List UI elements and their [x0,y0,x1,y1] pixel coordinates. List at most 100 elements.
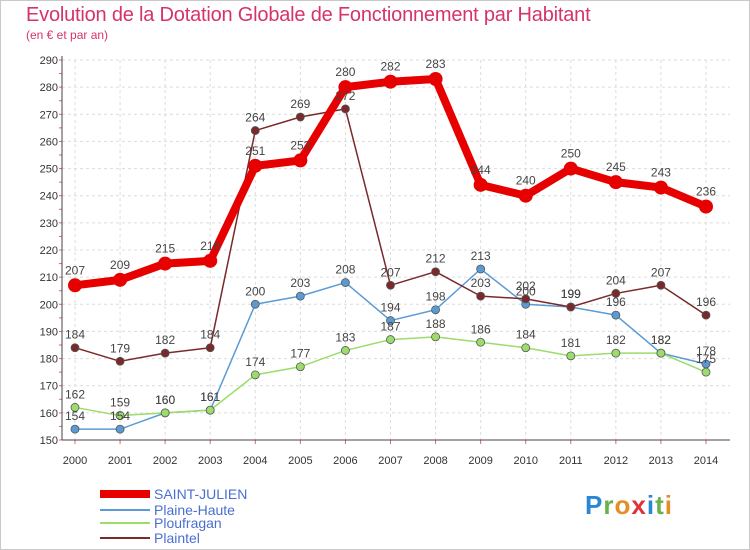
x-tick-label: 2005 [288,455,312,467]
data-label-saint-julien: 283 [426,57,446,71]
data-label-plaine-haute: 161 [200,390,220,404]
data-label-plaintel: 196 [696,295,716,309]
data-point-plaintel [656,280,666,290]
data-point-ploufragan [521,343,531,353]
data-label-plaintel: 179 [110,341,130,355]
data-point-plaintel [160,348,170,358]
logo-letter: o [614,490,632,520]
data-label-saint-julien: 253 [290,138,310,152]
data-label-saint-julien: 245 [606,160,626,174]
logo-letter: r [603,490,615,520]
data-point-saint-julien [653,180,668,195]
data-label-plaintel: 269 [290,97,310,111]
data-point-plaintel [701,310,711,320]
data-label-plaintel: 203 [471,276,491,290]
x-tick-label: 2008 [423,455,447,467]
data-point-saint-julien [203,253,218,268]
data-label-plaintel: 204 [606,273,626,287]
logo-letter: i [664,490,673,520]
data-point-ploufragan [250,370,260,380]
data-label-plaintel: 182 [155,333,175,347]
data-label-plaine-haute: 182 [651,333,671,347]
data-label-plaine-haute: 160 [155,393,175,407]
x-tick-label: 2000 [63,455,87,467]
data-point-saint-julien [338,80,353,95]
legend-label-ploufragan: Ploufragan [154,515,222,531]
data-point-plaine-haute [295,291,305,301]
data-point-saint-julien [248,158,263,173]
data-point-ploufragan [160,408,170,418]
data-label-saint-julien: 240 [516,174,536,188]
data-point-plaine-haute [476,264,486,274]
logo-letter: i [646,490,656,520]
data-label-ploufragan: 175 [696,352,716,366]
data-label-plaintel: 184 [65,328,85,342]
y-tick-label: 250 [40,164,58,176]
data-label-plaine-haute: 196 [606,295,626,309]
data-label-ploufragan: 177 [290,347,310,361]
data-point-ploufragan [656,348,666,358]
data-label-saint-julien: 250 [561,147,581,161]
data-point-ploufragan [701,367,711,377]
data-label-plaintel: 184 [200,328,220,342]
data-label-plaine-haute: 213 [471,249,491,263]
y-tick-label: 290 [40,55,58,67]
data-label-ploufragan: 174 [245,355,265,369]
data-label-saint-julien: 236 [696,185,716,199]
data-label-ploufragan: 182 [651,333,671,347]
axis-layer: 150 160 170 180 190 200 210 220 230 240 250 260 270 2… [40,55,730,467]
data-point-saint-julien [473,177,488,192]
data-label-saint-julien: 209 [110,258,130,272]
y-tick-label: 240 [40,191,58,203]
data-label-plaintel: 207 [380,265,400,279]
data-point-plaintel [250,126,260,135]
y-tick-label: 180 [40,354,58,366]
y-tick-label: 260 [40,136,58,148]
data-label-saint-julien: 216 [200,239,220,253]
data-point-ploufragan [476,337,486,347]
data-label-plaintel: 202 [516,279,536,293]
data-point-ploufragan [115,411,125,420]
legend-swatch-ploufragan [100,522,150,524]
data-label-saint-julien: 207 [65,263,85,277]
data-point-plaine-haute [431,305,440,315]
data-point-plaine-haute [250,299,260,309]
data-point-plaintel [431,267,440,277]
x-tick-label: 2001 [108,455,132,467]
data-label-ploufragan: 186 [471,322,491,336]
y-tick-label: 270 [40,109,58,121]
chart-subtitle: (en € et par an) [26,28,109,42]
x-tick-label: 2007 [378,455,402,467]
legend-swatch-saint-julien [100,490,150,498]
data-label-plaine-haute: 154 [65,409,85,423]
legend-item-plaine-haute: Plaine-Haute [100,502,360,518]
data-point-plaintel [476,291,486,301]
data-point-plaintel [295,112,305,122]
data-point-saint-julien [383,74,398,89]
data-point-saint-julien [699,199,713,214]
x-tick-label: 2004 [243,455,267,467]
data-point-saint-julien [563,161,578,176]
data-label-plaintel: 199 [561,287,581,301]
data-label-saint-julien: 282 [380,60,400,74]
y-tick-label: 200 [40,299,58,311]
data-label-plaintel: 212 [426,252,446,266]
data-point-ploufragan [70,403,80,412]
legend-swatch-plaintel [100,537,150,539]
y-tick-label: 280 [40,82,58,94]
data-label-ploufragan: 187 [380,320,400,334]
data-label-saint-julien: 215 [155,242,175,256]
legend-swatch-plaine-haute [100,509,150,511]
y-tick-label: 150 [40,435,58,447]
data-point-saint-julien [518,188,533,203]
x-tick-label: 2012 [604,455,628,467]
data-label-plaintel: 272 [335,89,355,103]
data-point-saint-julien [293,153,308,168]
data-point-plaintel [115,356,125,366]
data-point-saint-julien [158,256,173,271]
y-tick-label: 210 [40,272,58,284]
x-tick-label: 2002 [153,455,177,467]
logo-letter: x [631,490,647,520]
data-label-ploufragan: 188 [426,317,446,331]
data-label-plaine-haute: 199 [561,287,581,301]
